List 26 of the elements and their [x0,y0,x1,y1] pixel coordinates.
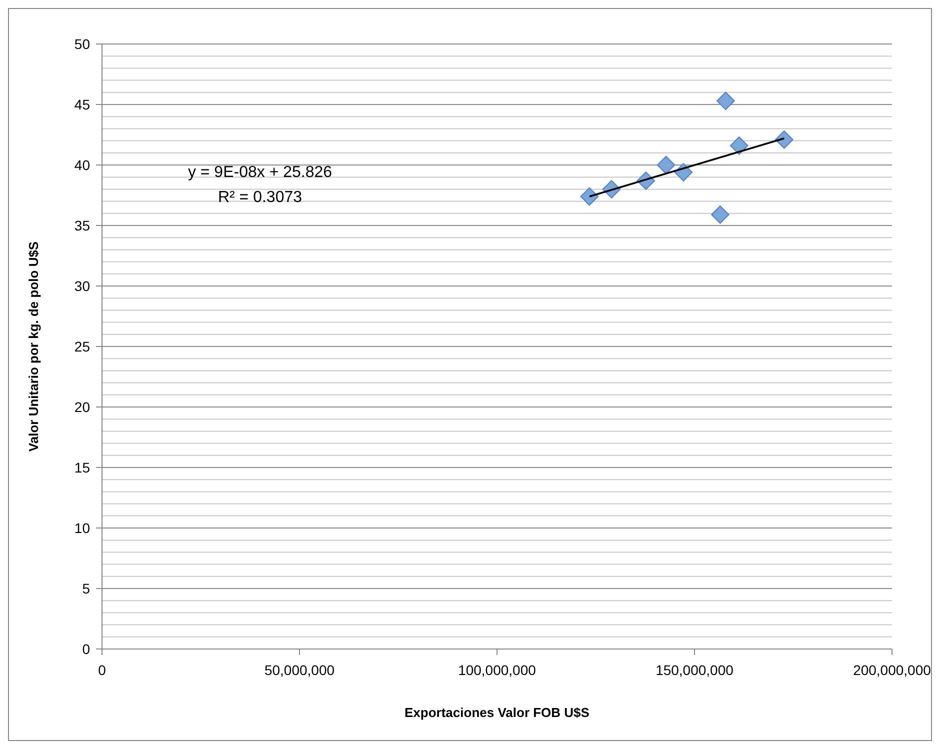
x-tick-label: 50,000,000 [264,662,335,678]
y-tick-label: 50 [74,36,90,52]
y-tick-label: 35 [74,217,90,234]
point [775,130,794,149]
annotation: y = 9E-08x + 25.826 [188,164,332,182]
x-tick-label: 100,000,000 [458,662,536,678]
y-tick-label: 10 [74,520,90,536]
point [656,156,676,174]
point [730,136,748,155]
y-tick-label: 30 [74,278,90,294]
x-tick-label: 0 [98,662,106,678]
point [711,205,730,224]
y-tick-label: 45 [74,96,90,112]
y-tick-label: 40 [74,156,90,173]
y-tick-label: 5 [82,580,90,596]
y-tick-label: 25 [74,338,90,354]
y-tick-label: 20 [74,398,90,415]
y-tick-label: 0 [82,640,90,657]
annotation: R² = 0.3073 [218,189,302,206]
y-tick-label: 15 [74,459,90,476]
x-tick-label: 150,000,000 [656,662,734,678]
point [580,187,599,206]
point [716,92,735,110]
y-axis-title: Valor Unitario por kg. de polo U$S [26,241,41,452]
x-tick-label: 200,000,000 [853,662,932,678]
x-axis-title: Exportaciones Valor FOB U$S [404,705,590,720]
